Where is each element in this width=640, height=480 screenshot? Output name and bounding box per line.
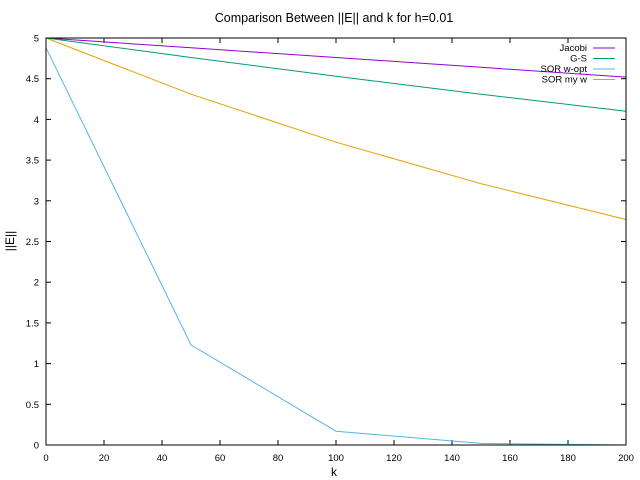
legend-label-sor-my-w: SOR my w [542, 75, 588, 86]
y-tick-label: 1.5 [26, 318, 39, 329]
y-tick-label: 4.5 [26, 74, 39, 85]
x-tick-label: 60 [215, 453, 226, 464]
y-tick-label: 3.5 [26, 156, 39, 167]
series-lines [45, 37, 627, 446]
legend-label-jacobi: Jacobi [560, 43, 587, 54]
y-tick-label: 2.5 [26, 237, 39, 248]
x-tick-label: 100 [328, 453, 344, 464]
legend-label-g-s: G-S [570, 54, 587, 65]
series-line-g-s [45, 37, 627, 112]
x-tick-label: 160 [502, 453, 518, 464]
series-line-jacobi [45, 37, 627, 78]
x-axis-label: k [331, 465, 338, 479]
axis-ticks: 0 20 40 60 80 100 120 140 160 180 200 0 0.5 1 1.5 2 2.5 3… [26, 34, 634, 465]
x-tick-label: 0 [43, 453, 48, 464]
y-axis-label: ||E|| [3, 231, 17, 251]
y-tick-label: 1 [34, 359, 39, 370]
x-tick-label: 140 [444, 453, 460, 464]
x-tick-label: 20 [99, 453, 110, 464]
chart-title: Comparison Between ||E|| and k for h=0.0… [215, 11, 454, 25]
y-tick-label: 2 [34, 278, 39, 289]
y-tick-label: 5 [34, 34, 39, 45]
x-tick-label: 80 [273, 453, 284, 464]
plot-frame [45, 37, 627, 446]
x-tick-label: 40 [157, 453, 168, 464]
y-tick-label: 4 [34, 115, 39, 126]
series-line-sor-w-opt [45, 47, 627, 446]
y-tick-label: 3 [34, 196, 39, 207]
y-tick-label: 0.5 [26, 400, 39, 411]
x-tick-label: 180 [560, 453, 576, 464]
legend-label-sor-w-opt: SOR w-opt [541, 64, 588, 75]
x-tick-label: 200 [618, 453, 634, 464]
series-line-sor-my-w [45, 37, 627, 220]
y-tick-label: 0 [34, 441, 39, 452]
x-tick-label: 120 [386, 453, 402, 464]
